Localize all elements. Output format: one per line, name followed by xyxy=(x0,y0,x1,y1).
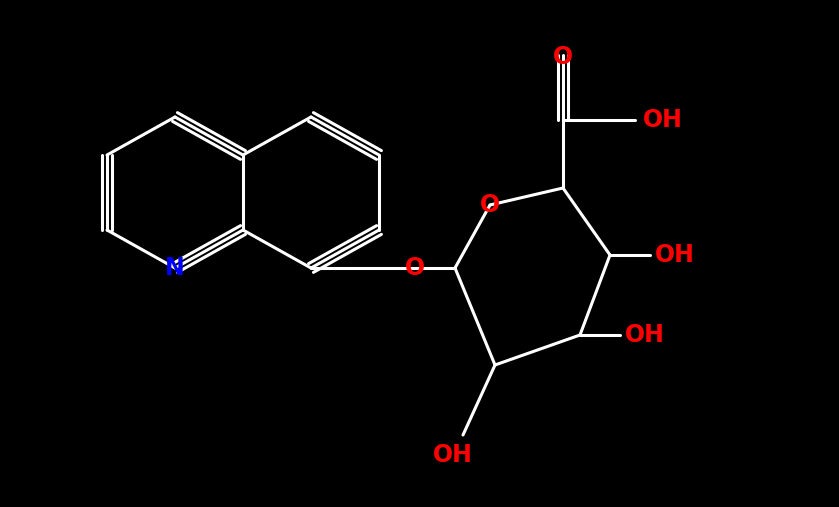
Text: O: O xyxy=(553,45,573,69)
Text: N: N xyxy=(165,256,185,280)
Text: O: O xyxy=(480,193,500,217)
Text: OH: OH xyxy=(625,323,664,347)
Text: OH: OH xyxy=(643,108,683,132)
Text: OH: OH xyxy=(433,443,473,467)
Text: OH: OH xyxy=(655,243,695,267)
Text: O: O xyxy=(405,256,425,280)
